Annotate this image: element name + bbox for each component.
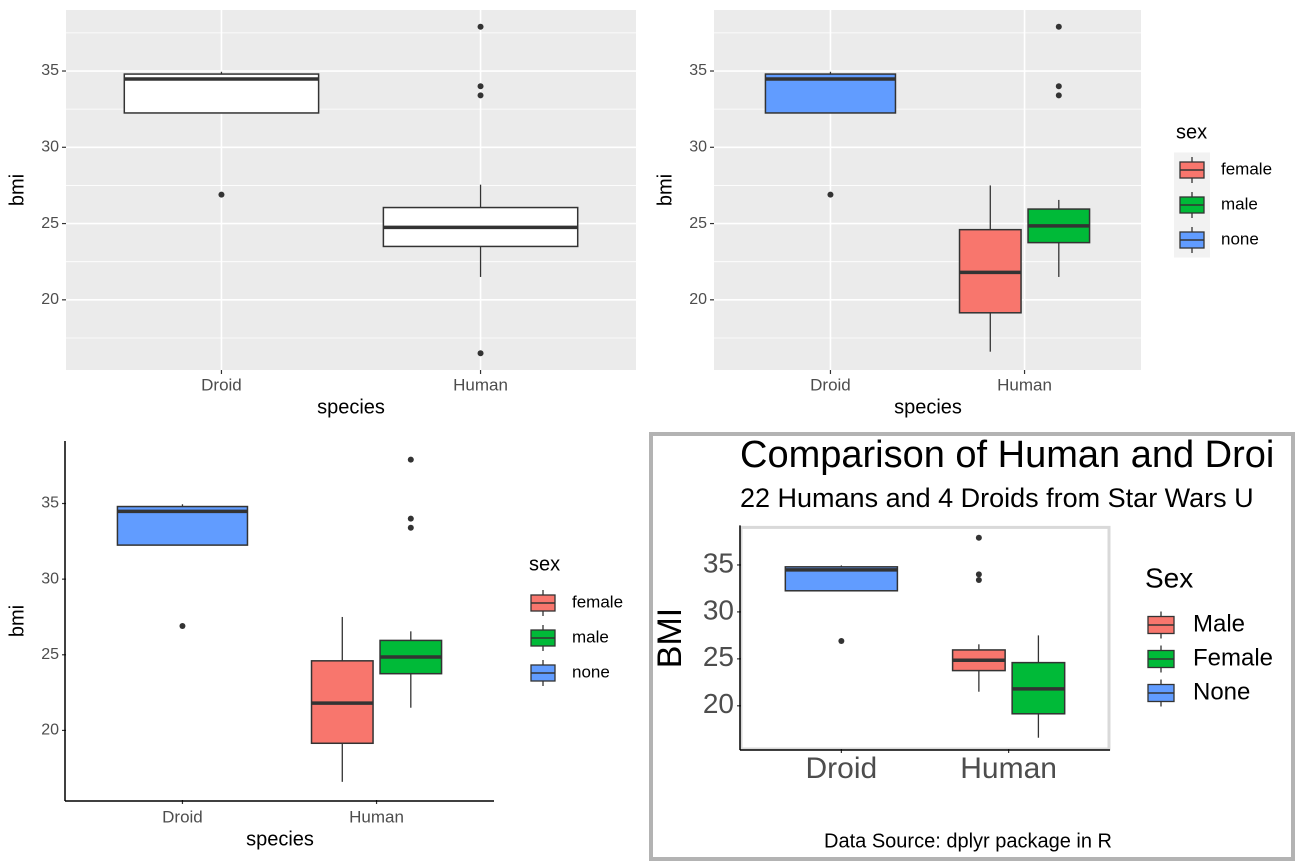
x-axis-title: species bbox=[894, 396, 962, 418]
outlier bbox=[407, 524, 414, 531]
outlier bbox=[179, 623, 186, 630]
y-tick-label: 30 bbox=[689, 139, 707, 156]
outlier bbox=[1055, 23, 1062, 30]
y-tick-label: 25 bbox=[703, 641, 734, 672]
plot-background bbox=[66, 10, 636, 370]
legend-label: Female bbox=[1193, 644, 1273, 671]
y-tick-label: 25 bbox=[689, 215, 707, 232]
legend-label: none bbox=[1221, 229, 1259, 248]
y-tick-label: 30 bbox=[41, 570, 59, 587]
outlier bbox=[477, 92, 484, 99]
outlier bbox=[838, 638, 845, 645]
legend-label: Male bbox=[1193, 610, 1245, 637]
outlier bbox=[477, 83, 484, 90]
chart-subtitle: 22 Humans and 4 Droids from Star Wars U bbox=[740, 483, 1254, 513]
outlier bbox=[975, 576, 982, 583]
panel: 20 25 30 35 Droid Human BMI Comparison of Human… bbox=[651, 434, 1274, 852]
y-tick-label: 35 bbox=[41, 62, 59, 79]
legend-label: None bbox=[1193, 678, 1250, 705]
outlier bbox=[975, 534, 982, 541]
legend-label: male bbox=[1221, 194, 1258, 213]
chart-title: Comparison of Human and Droi bbox=[740, 434, 1274, 476]
outlier bbox=[407, 515, 414, 522]
y-tick-label: 30 bbox=[703, 594, 734, 625]
legend-title: sex bbox=[1176, 121, 1207, 143]
panel: 20 25 30 35 Droid Human species bmi sex female mal… bbox=[6, 441, 623, 850]
x-tick-label: Human bbox=[453, 375, 508, 394]
legend-label: female bbox=[1221, 159, 1272, 178]
y-tick-label: 20 bbox=[689, 291, 707, 308]
x-tick-label: Human bbox=[960, 752, 1057, 785]
x-tick-label: Human bbox=[997, 375, 1052, 394]
x-tick-label: Droid bbox=[201, 375, 242, 394]
outlier bbox=[975, 571, 982, 578]
x-tick-label: Human bbox=[349, 807, 404, 826]
x-tick-label: Droid bbox=[810, 375, 851, 394]
caption: Data Source: dplyr package in R bbox=[824, 830, 1112, 852]
plot-border bbox=[739, 525, 1111, 751]
outlier bbox=[477, 23, 484, 30]
panel-border bbox=[649, 432, 1295, 861]
legend-label: male bbox=[572, 627, 609, 646]
y-tick-label: 25 bbox=[41, 215, 59, 232]
outlier bbox=[218, 191, 225, 198]
x-axis-title: species bbox=[246, 828, 314, 850]
y-tick-label: 20 bbox=[703, 688, 734, 719]
outlier bbox=[407, 456, 414, 463]
y-axis-title: bmi bbox=[654, 174, 676, 206]
y-tick-label: 20 bbox=[41, 291, 59, 308]
box bbox=[784, 566, 899, 592]
y-axis-title: bmi bbox=[6, 174, 28, 206]
y-axis-title: BMI bbox=[651, 608, 689, 668]
outlier bbox=[1055, 92, 1062, 99]
y-tick-label: 35 bbox=[689, 62, 707, 79]
outlier bbox=[477, 350, 484, 357]
legend-label: female bbox=[572, 592, 623, 611]
legend-title: Sex bbox=[1145, 562, 1193, 593]
y-tick-label: 35 bbox=[703, 547, 734, 578]
y-tick-label: 20 bbox=[41, 722, 59, 739]
y-tick-label: 25 bbox=[41, 646, 59, 663]
x-tick-label: Droid bbox=[162, 807, 203, 826]
y-tick-label: 35 bbox=[41, 495, 59, 512]
panel: 20 25 30 35 Droid Human species bmi bbox=[6, 10, 636, 418]
legend-label: none bbox=[572, 662, 610, 681]
y-tick-label: 30 bbox=[41, 139, 59, 156]
plot-background bbox=[714, 10, 1141, 370]
panel: 20 25 30 35 Droid Human species bmi sex female mal… bbox=[654, 10, 1272, 418]
legend-title: sex bbox=[529, 553, 560, 575]
x-axis-title: species bbox=[317, 396, 385, 418]
outlier bbox=[1055, 83, 1062, 90]
outlier bbox=[827, 191, 834, 198]
x-tick-label: Droid bbox=[806, 752, 878, 785]
y-axis-title: bmi bbox=[6, 605, 28, 637]
